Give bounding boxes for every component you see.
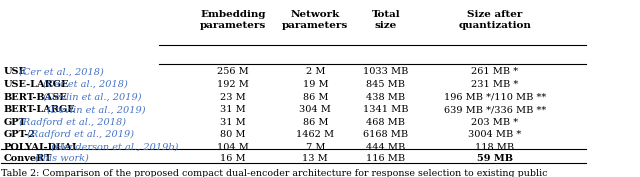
Text: 261 MB *: 261 MB * xyxy=(471,67,518,76)
Text: (Devlin et al., 2019): (Devlin et al., 2019) xyxy=(40,93,141,102)
Text: 31 M: 31 M xyxy=(220,105,246,114)
Text: GPT: GPT xyxy=(4,118,26,127)
Text: 1462 M: 1462 M xyxy=(296,130,334,139)
Text: 1341 MB: 1341 MB xyxy=(363,105,409,114)
Text: 31 M: 31 M xyxy=(220,118,246,127)
Text: 6168 MB: 6168 MB xyxy=(364,130,408,139)
Text: GPT-2: GPT-2 xyxy=(4,130,36,139)
Text: 444 MB: 444 MB xyxy=(366,143,406,152)
Text: (Henderson et al., 2019b): (Henderson et al., 2019b) xyxy=(47,143,178,152)
Text: USE-LARGE: USE-LARGE xyxy=(4,80,69,89)
Text: 16 M: 16 M xyxy=(220,154,246,163)
Text: 256 M: 256 M xyxy=(217,67,249,76)
Text: 86 M: 86 M xyxy=(303,93,328,102)
Text: USE: USE xyxy=(4,67,27,76)
Text: 13 M: 13 M xyxy=(303,154,328,163)
Text: (Cer et al., 2018): (Cer et al., 2018) xyxy=(40,80,127,89)
Text: (Cer et al., 2018): (Cer et al., 2018) xyxy=(15,67,104,76)
Text: Table 2: Comparison of the proposed compact dual-encoder architecture for respon: Table 2: Comparison of the proposed comp… xyxy=(1,169,547,177)
Text: 304 M: 304 M xyxy=(300,105,332,114)
Text: Size after
quantization: Size after quantization xyxy=(458,10,531,30)
Text: (this work): (this work) xyxy=(31,154,88,163)
Text: 23 M: 23 M xyxy=(220,93,246,102)
Text: 118 MB: 118 MB xyxy=(475,143,515,152)
Text: BERT-LARGE: BERT-LARGE xyxy=(4,105,76,114)
Text: 104 M: 104 M xyxy=(217,143,249,152)
Text: 639 MB */336 MB **: 639 MB */336 MB ** xyxy=(444,105,546,114)
Text: (Radford et al., 2019): (Radford et al., 2019) xyxy=(24,130,134,139)
Text: 192 M: 192 M xyxy=(217,80,249,89)
Text: 438 MB: 438 MB xyxy=(366,93,406,102)
Text: 1033 MB: 1033 MB xyxy=(364,67,408,76)
Text: 7 M: 7 M xyxy=(305,143,325,152)
Text: (Devlin et al., 2019): (Devlin et al., 2019) xyxy=(44,105,145,114)
Text: Total
size: Total size xyxy=(372,10,400,30)
Text: 203 MB *: 203 MB * xyxy=(471,118,518,127)
Text: 80 M: 80 M xyxy=(220,130,246,139)
Text: 468 MB: 468 MB xyxy=(367,118,405,127)
Text: 116 MB: 116 MB xyxy=(366,154,406,163)
Text: 86 M: 86 M xyxy=(303,118,328,127)
Text: ConveRT: ConveRT xyxy=(4,154,52,163)
Text: (Radford et al., 2018): (Radford et al., 2018) xyxy=(15,118,125,127)
Text: 845 MB: 845 MB xyxy=(367,80,405,89)
Text: Embedding
parameters: Embedding parameters xyxy=(200,10,266,30)
Text: BERT-BASE: BERT-BASE xyxy=(4,93,67,102)
Text: 59 MB: 59 MB xyxy=(477,154,513,163)
Text: POLYAI-DUAL: POLYAI-DUAL xyxy=(4,143,79,152)
Text: Network
parameters: Network parameters xyxy=(282,10,348,30)
Text: 19 M: 19 M xyxy=(303,80,328,89)
Text: 231 MB *: 231 MB * xyxy=(471,80,518,89)
Text: 196 MB */110 MB **: 196 MB */110 MB ** xyxy=(444,93,546,102)
Text: 2 M: 2 M xyxy=(305,67,325,76)
Text: 3004 MB *: 3004 MB * xyxy=(468,130,522,139)
